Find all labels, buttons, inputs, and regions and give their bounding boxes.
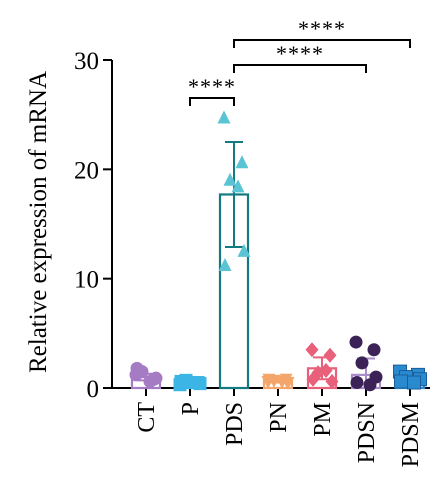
y-tick-label: 10 (74, 267, 99, 294)
significance-bracket (233, 39, 411, 48)
x-tick-label: PDS (222, 402, 248, 446)
data-points (129, 110, 427, 392)
y-tick-label: 20 (74, 157, 99, 184)
axes: 0 10 20 30 CT P PDS PN PM PDSN PDSM (74, 48, 430, 467)
y-tick-label: 0 (87, 376, 100, 403)
data-point (275, 375, 289, 389)
significance-bracket (233, 64, 367, 73)
data-point (235, 155, 249, 169)
data-point (217, 110, 231, 124)
data-point (407, 375, 421, 390)
data-point (325, 373, 339, 389)
data-point (187, 376, 201, 390)
x-tick-label: PM (310, 402, 336, 437)
x-tick-label: CT (134, 402, 160, 433)
data-point (323, 347, 337, 363)
data-point (349, 335, 363, 349)
x-tick-label: PN (266, 402, 292, 433)
data-point (367, 343, 381, 357)
y-axis-label: Relative expression of mRNA (25, 71, 52, 373)
data-point (237, 243, 251, 257)
significance-bracket (189, 97, 235, 106)
data-point (231, 179, 245, 193)
data-point (355, 356, 369, 370)
significance-label: **** (298, 16, 346, 41)
data-point (130, 361, 144, 375)
data-point (174, 374, 188, 388)
data-point (218, 258, 232, 272)
data-point (394, 374, 408, 389)
y-tick-label: 30 (74, 48, 99, 75)
data-point (306, 371, 320, 387)
x-tick-label: PDSM (398, 402, 424, 467)
data-point (143, 374, 157, 388)
significance-label: **** (276, 41, 324, 66)
x-tick-label: P (178, 402, 204, 415)
data-point (305, 342, 319, 358)
data-point (363, 378, 377, 392)
data-point (319, 363, 333, 379)
data-point (223, 172, 237, 186)
data-point (262, 373, 276, 387)
x-tick-label: PDSN (354, 402, 380, 463)
significance-brackets: ************ (188, 16, 411, 106)
significance-label: **** (188, 74, 236, 99)
data-point (350, 376, 364, 390)
